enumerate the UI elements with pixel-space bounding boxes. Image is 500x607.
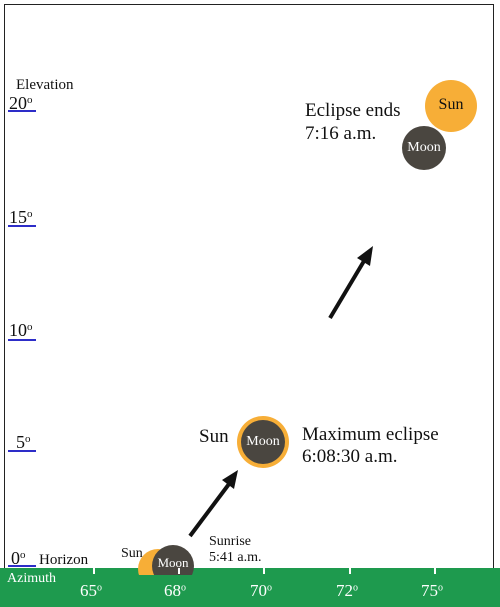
maximum-moon-disk xyxy=(241,420,285,464)
maximum-caption-line1: Maximum eclipse xyxy=(302,424,439,445)
arrow-2 xyxy=(328,246,373,320)
y-axis-title: Elevation xyxy=(16,77,74,93)
maximum-moon-label: Moon xyxy=(246,434,280,449)
y-tick-value-0: 0 xyxy=(11,548,20,568)
end-time: 7:16 a.m. xyxy=(305,123,377,144)
sunrise-moon-label: Moon xyxy=(157,555,189,570)
degree-sup: o xyxy=(181,582,186,594)
x-tick-label-65: 65o xyxy=(80,582,102,599)
x-tick-value-68: 68 xyxy=(164,581,181,600)
x-tick-label-72: 72o xyxy=(336,582,358,599)
maximum-time: 6:08:30 a.m. xyxy=(302,446,398,467)
degree-sup: o xyxy=(438,582,443,594)
x-tick-value-70: 70 xyxy=(250,581,267,600)
arrow-1 xyxy=(188,470,238,538)
horizon-label: Horizon xyxy=(39,552,89,568)
degree-sup: o xyxy=(27,320,33,333)
sunrise-caption-line1: Sunrise xyxy=(209,534,251,549)
x-tick-value-65: 65 xyxy=(80,581,97,600)
degree-sup: o xyxy=(97,582,102,594)
y-tick-label-0: 0o xyxy=(11,549,26,567)
x-tick-label-75: 75o xyxy=(421,582,443,599)
sunrise-time: 5:41 a.m. xyxy=(209,550,262,565)
end-sun-disk xyxy=(425,80,477,132)
maximum-sun-label: Sun xyxy=(199,426,229,447)
degree-sup: o xyxy=(25,432,31,445)
end-sun-label: Sun xyxy=(438,96,464,113)
y-tick-label-15: 15o xyxy=(9,208,33,226)
y-axis-tick-lines xyxy=(8,110,36,567)
y-tick-value-10: 10 xyxy=(9,320,27,340)
horizon-mask xyxy=(0,575,500,607)
x-tick-label-68: 68o xyxy=(164,582,186,599)
x-tick-label-70: 70o xyxy=(250,582,272,599)
x-axis-ticks xyxy=(93,568,436,574)
y-tick-label-10: 10o xyxy=(9,321,33,339)
x-axis-title: Azimuth xyxy=(7,571,56,586)
x-tick-value-72: 72 xyxy=(336,581,353,600)
end-caption-line1: Eclipse ends xyxy=(305,100,401,121)
degree-sup: o xyxy=(27,207,33,220)
x-tick-value-75: 75 xyxy=(421,581,438,600)
degree-sup: o xyxy=(27,93,33,106)
degree-sup: o xyxy=(353,582,358,594)
y-tick-label-20: 20o xyxy=(9,94,33,112)
sunrise-sun-label: Sun xyxy=(121,546,143,561)
end-moon-label: Moon xyxy=(407,140,441,155)
y-tick-label-5: 5o xyxy=(16,433,31,451)
end-moon-disk xyxy=(402,126,446,170)
degree-sup: o xyxy=(267,582,272,594)
y-tick-value-15: 15 xyxy=(9,207,27,227)
y-tick-value-5: 5 xyxy=(16,432,25,452)
degree-sup: o xyxy=(20,548,26,561)
y-tick-value-20: 20 xyxy=(9,93,27,113)
